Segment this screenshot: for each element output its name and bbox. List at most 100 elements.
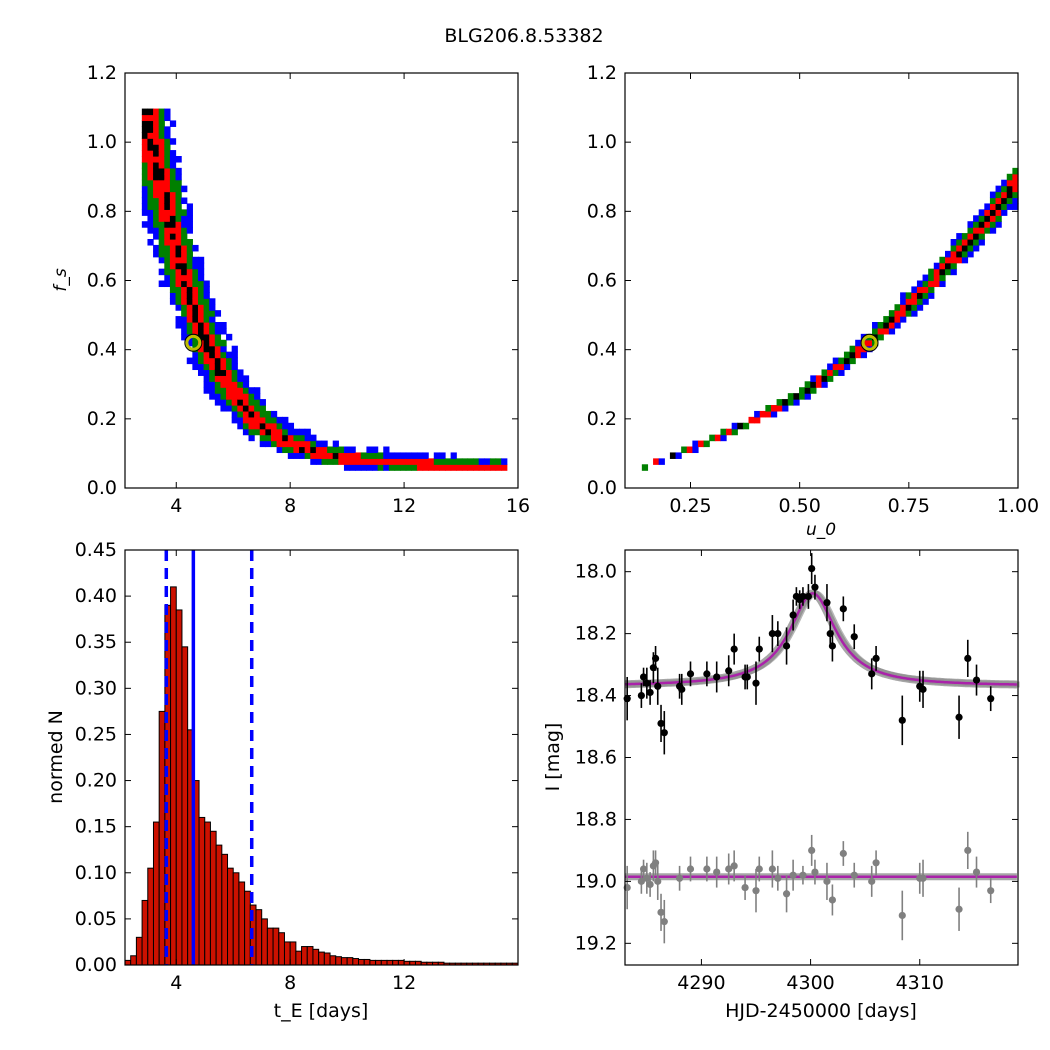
heatmap-cell [203, 298, 210, 305]
heatmap-cell [203, 280, 210, 288]
heatmap-cell [815, 381, 823, 388]
heatmap-cell [214, 357, 222, 365]
heatmap-cell [192, 316, 199, 323]
heatmap-cell [220, 351, 227, 359]
y-tick-label: 0.2 [587, 408, 617, 430]
residual-point [828, 896, 837, 904]
heatmap-cell [197, 345, 205, 353]
heatmap-cell [237, 416, 244, 424]
heatmap-cell [158, 209, 165, 216]
heatmap-cell [894, 304, 901, 311]
histogram-bar [221, 853, 229, 966]
heatmap-cell [995, 209, 1002, 216]
histogram-bar [392, 959, 399, 966]
heatmap-cell [214, 363, 222, 371]
heatmap-cell [989, 227, 997, 234]
heatmap-cell [175, 185, 182, 193]
data-point [657, 719, 665, 728]
heatmap-cell [209, 333, 216, 341]
heatmap-cell [945, 256, 952, 264]
heatmap-cell [489, 464, 497, 471]
heatmap-cell [439, 458, 446, 465]
residual-point [823, 877, 831, 885]
heatmap-cell [153, 120, 160, 127]
heatmap-cell [214, 333, 222, 341]
heatmap-cell [175, 167, 182, 175]
heatmap-cell [270, 434, 278, 442]
heatmap-cell [175, 209, 182, 216]
heatmap-cell [141, 173, 149, 181]
heatmap-cell [141, 126, 149, 133]
heatmap-cell [175, 156, 182, 163]
heatmap-cell [467, 464, 474, 471]
residual-point [850, 871, 858, 879]
heatmap-cell [164, 179, 171, 187]
histogram-bar [255, 909, 263, 966]
heatmap-cell [169, 244, 177, 252]
heatmap-cell [153, 156, 160, 163]
heatmap-cell [355, 464, 362, 471]
y-tick-label: 18.8 [575, 808, 617, 830]
histogram-bar [198, 816, 206, 966]
heatmap-cell [265, 440, 272, 448]
heatmap-cell [293, 440, 300, 448]
heatmap-cell [158, 244, 165, 252]
y-tick-label: 0.4 [587, 339, 617, 361]
heatmap-cell [169, 197, 177, 205]
heatmap-cell [158, 167, 165, 175]
heatmap-cell [192, 262, 199, 270]
heatmap-cell [158, 215, 165, 222]
heatmap-cell [787, 399, 795, 406]
heatmap-cell [141, 108, 149, 116]
heatmap-cell [843, 351, 851, 359]
heatmap-cell [203, 333, 210, 341]
residual-point [872, 859, 880, 867]
data-point [987, 695, 995, 703]
heatmap-cell [922, 298, 929, 305]
heatmap-cell [259, 422, 266, 430]
heatmap-cell [776, 405, 783, 412]
heatmap-cell [175, 233, 182, 240]
heatmap-cell [416, 458, 424, 465]
heatmap-cell [973, 233, 980, 240]
heatmap-cell [366, 446, 373, 454]
histogram-bar [175, 609, 183, 966]
heatmap-cell [383, 458, 390, 465]
data-point [804, 592, 813, 601]
heatmap-cell [158, 256, 165, 264]
histogram-bar [181, 646, 189, 966]
heatmap-cell [248, 393, 255, 400]
heatmap-cell [197, 298, 205, 305]
heatmap-cell [973, 239, 980, 246]
x-tick-label: 1.00 [997, 495, 1039, 517]
heatmap-cell [242, 387, 250, 394]
heatmap-cell [248, 405, 255, 412]
heatmap-cell [242, 422, 250, 430]
heatmap-cell [153, 227, 160, 234]
histogram-bar [238, 881, 246, 966]
heatmap-cell [197, 333, 205, 341]
heatmap-cell [175, 239, 182, 246]
residual-point [789, 871, 797, 879]
heatmap-cell [450, 452, 457, 459]
heatmap-cell [175, 244, 182, 252]
heatmap-cell [939, 268, 946, 276]
heatmap-cell [153, 138, 160, 145]
heatmap-cell [1012, 167, 1019, 175]
heatmap-cell [810, 387, 817, 394]
heatmap-cell [231, 405, 238, 412]
heatmap-cell [827, 369, 834, 376]
y-tick-label: 0.2 [87, 408, 117, 430]
tick-marks: 0.25 0.50 0.75 1.00 0.0 0.2 0.4 0.6 0.8 1.0 1.2 [587, 62, 1039, 517]
heatmap-cell [501, 458, 508, 465]
heatmap-cell [192, 363, 199, 371]
heatmap-cell [153, 221, 160, 228]
heatmap-cell [186, 203, 193, 210]
heatmap-cell [950, 250, 957, 258]
heatmap-cell [1012, 173, 1019, 181]
heatmap-cell [276, 446, 283, 454]
data-point [850, 633, 858, 641]
heatmap-cell [984, 203, 991, 210]
y-tick-label: 0.45 [75, 539, 117, 561]
heatmap-cell [203, 286, 210, 293]
